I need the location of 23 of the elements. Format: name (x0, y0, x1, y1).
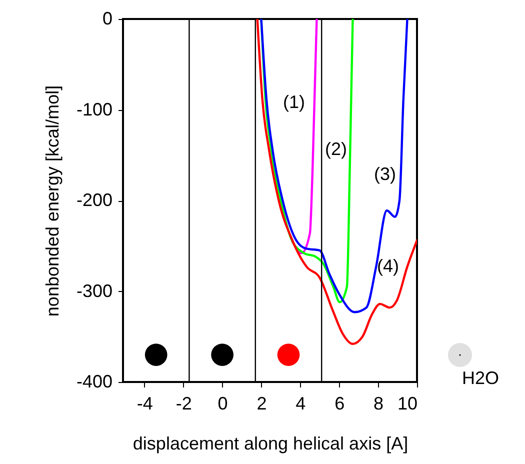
x-tick-label: 6 (334, 394, 345, 414)
x-tick-label: 10 (397, 394, 418, 414)
y-tick-label: -400 (76, 372, 112, 392)
line-series (256, 19, 417, 345)
line-series (260, 19, 354, 304)
x-tick-label: 4 (296, 394, 306, 414)
y-tick-label: -300 (76, 280, 112, 301)
x-tick-label: -2 (176, 394, 192, 414)
x-tick-label: -4 (136, 394, 153, 414)
annotation: (2) (325, 139, 347, 160)
y-tick-label: 0 (102, 8, 112, 28)
x-tick-label: 8 (374, 394, 384, 414)
annotation: (4) (377, 256, 399, 277)
x-tick-label: 2 (256, 394, 267, 414)
y-axis-title: nonbonded energy [kcal/mol] (42, 85, 62, 317)
y-tick-label: -200 (76, 190, 112, 210)
annotation: (1) (283, 92, 305, 113)
line-series (260, 19, 408, 314)
y-tick-label: -100 (76, 99, 112, 120)
x-axis-title: displacement along helical axis [A] (132, 434, 408, 454)
annotation: (3) (374, 164, 396, 185)
text: H2O (462, 368, 500, 389)
x-tick-label: 0 (218, 394, 228, 414)
